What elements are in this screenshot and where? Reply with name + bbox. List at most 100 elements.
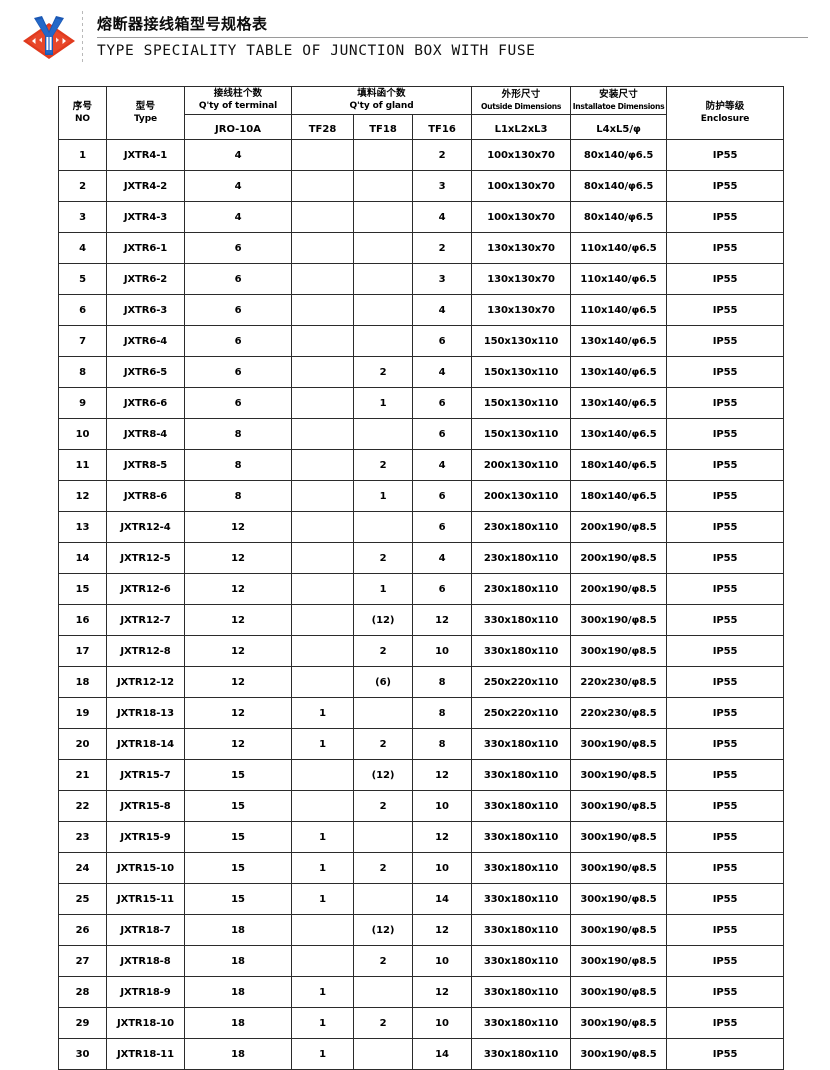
cell-tf18 xyxy=(353,821,413,853)
cell-install-dimensions: 300x190/φ8.5 xyxy=(570,976,668,1008)
cell-type: JXTR6-3 xyxy=(106,294,185,326)
cell-terminal: 8 xyxy=(184,480,292,512)
cell-type: JXTR6-5 xyxy=(106,356,185,388)
cell-no: 29 xyxy=(58,1007,107,1039)
cell-tf16: 8 xyxy=(411,728,473,760)
cell-no: 4 xyxy=(58,232,107,264)
cell-install-dimensions: 300x190/φ8.5 xyxy=(570,821,668,853)
cell-type: JXTR8-5 xyxy=(106,449,185,481)
cell-tf28: 1 xyxy=(291,852,354,884)
cell-tf16: 12 xyxy=(411,914,473,946)
cell-no: 21 xyxy=(58,759,107,791)
cell-tf16: 4 xyxy=(411,356,473,388)
cell-terminal: 15 xyxy=(184,883,292,915)
cell-install-dimensions: 200x190/φ8.5 xyxy=(570,542,668,574)
cell-tf18 xyxy=(353,697,413,729)
cell-type: JXTR12-6 xyxy=(106,573,185,605)
cell-tf18: 2 xyxy=(353,1007,413,1039)
cell-no: 5 xyxy=(58,263,107,295)
cell-type: JXTR12-5 xyxy=(106,542,185,574)
col-subheader-jro: JRO-10A xyxy=(184,114,292,140)
cell-tf18 xyxy=(353,263,413,295)
cell-tf18: 2 xyxy=(353,728,413,760)
cell-type: JXTR12-7 xyxy=(106,604,185,636)
cell-terminal: 6 xyxy=(184,263,292,295)
cell-enclosure: IP55 xyxy=(666,201,785,233)
cell-enclosure: IP55 xyxy=(666,604,785,636)
col-header-outside: 外形尺寸 Outside Dimensions xyxy=(471,86,572,115)
table-row: 20 JXTR18-14 12 1 2 8 330x180x110 300x190/φ8.5 I… xyxy=(58,728,785,760)
col-subheader-outside-dims: L1xL2xL3 xyxy=(471,114,572,140)
col-header-terminal: 接线柱个数 Q'ty of terminal xyxy=(184,86,292,115)
cell-outside-dimensions: 230x180x110 xyxy=(471,542,572,574)
cell-outside-dimensions: 330x180x110 xyxy=(471,635,572,667)
cell-tf18: (12) xyxy=(353,604,413,636)
cell-install-dimensions: 180x140/φ6.5 xyxy=(570,480,668,512)
cell-tf16: 10 xyxy=(411,1007,473,1039)
cell-enclosure: IP55 xyxy=(666,387,785,419)
cell-no: 15 xyxy=(58,573,107,605)
table-row: 15 JXTR12-6 12 1 6 230x180x110 200x190/φ8.5 IP5… xyxy=(58,573,785,605)
cell-tf18 xyxy=(353,325,413,357)
cell-terminal: 12 xyxy=(184,666,292,698)
cell-enclosure: IP55 xyxy=(666,914,785,946)
cell-terminal: 6 xyxy=(184,232,292,264)
cell-type: JXTR15-7 xyxy=(106,759,185,791)
cell-no: 16 xyxy=(58,604,107,636)
cell-install-dimensions: 130x140/φ6.5 xyxy=(570,325,668,357)
table-row: 16 JXTR12-7 12 (12) 12 330x180x110 300x190/φ8.… xyxy=(58,604,785,636)
col-header-type: 型号 Type xyxy=(106,86,185,140)
cell-no: 26 xyxy=(58,914,107,946)
cell-no: 12 xyxy=(58,480,107,512)
cell-enclosure: IP55 xyxy=(666,294,785,326)
cell-tf16: 8 xyxy=(411,697,473,729)
cell-install-dimensions: 80x140/φ6.5 xyxy=(570,139,668,171)
cell-tf16: 4 xyxy=(411,201,473,233)
col-header-enclosure: 防护等级 Enclosure xyxy=(666,86,785,140)
cell-tf28 xyxy=(291,635,354,667)
cell-enclosure: IP55 xyxy=(666,480,785,512)
cell-outside-dimensions: 330x180x110 xyxy=(471,1007,572,1039)
cell-tf28 xyxy=(291,449,354,481)
cell-no: 11 xyxy=(58,449,107,481)
table-row: 11 JXTR8-5 8 2 4 200x130x110 180x140/φ6.5 IP55 xyxy=(58,449,785,481)
cell-tf16: 2 xyxy=(411,232,473,264)
cell-tf16: 4 xyxy=(411,542,473,574)
cell-type: JXTR18-7 xyxy=(106,914,185,946)
cell-outside-dimensions: 200x130x110 xyxy=(471,449,572,481)
cell-outside-dimensions: 150x130x110 xyxy=(471,387,572,419)
cell-type: JXTR15-10 xyxy=(106,852,185,884)
cell-type: JXTR12-8 xyxy=(106,635,185,667)
cell-install-dimensions: 300x190/φ8.5 xyxy=(570,945,668,977)
cell-install-dimensions: 300x190/φ8.5 xyxy=(570,852,668,884)
cell-enclosure: IP55 xyxy=(666,945,785,977)
cell-enclosure: IP55 xyxy=(666,542,785,574)
cell-install-dimensions: 300x190/φ8.5 xyxy=(570,635,668,667)
cell-tf16: 14 xyxy=(411,883,473,915)
cell-outside-dimensions: 250x220x110 xyxy=(471,697,572,729)
col-subheader-tf16: TF16 xyxy=(411,114,473,140)
cell-terminal: 4 xyxy=(184,201,292,233)
cell-type: JXTR8-6 xyxy=(106,480,185,512)
table-row: 8 JXTR6-5 6 2 4 150x130x110 130x140/φ6.5 IP55 xyxy=(58,356,785,388)
cell-enclosure: IP55 xyxy=(666,697,785,729)
cell-outside-dimensions: 100x130x70 xyxy=(471,139,572,171)
cell-enclosure: IP55 xyxy=(666,728,785,760)
cell-tf28 xyxy=(291,139,354,171)
cell-tf16: 6 xyxy=(411,511,473,543)
spec-table: 序号 NO 型号 Type 接线柱个数 Q'ty of terminal 填料函… xyxy=(58,86,785,1070)
cell-tf18: 2 xyxy=(353,635,413,667)
cell-enclosure: IP55 xyxy=(666,635,785,667)
cell-no: 17 xyxy=(58,635,107,667)
cell-tf28 xyxy=(291,790,354,822)
cell-outside-dimensions: 330x180x110 xyxy=(471,759,572,791)
cell-enclosure: IP55 xyxy=(666,883,785,915)
cell-install-dimensions: 220x230/φ8.5 xyxy=(570,666,668,698)
table-row: 3 JXTR4-3 4 4 100x130x70 80x140/φ6.5 IP55 xyxy=(58,201,785,233)
table-head: 序号 NO 型号 Type 接线柱个数 Q'ty of terminal 填料函… xyxy=(58,86,785,140)
cell-tf28 xyxy=(291,604,354,636)
cell-terminal: 12 xyxy=(184,542,292,574)
cell-outside-dimensions: 330x180x110 xyxy=(471,852,572,884)
cell-terminal: 4 xyxy=(184,170,292,202)
